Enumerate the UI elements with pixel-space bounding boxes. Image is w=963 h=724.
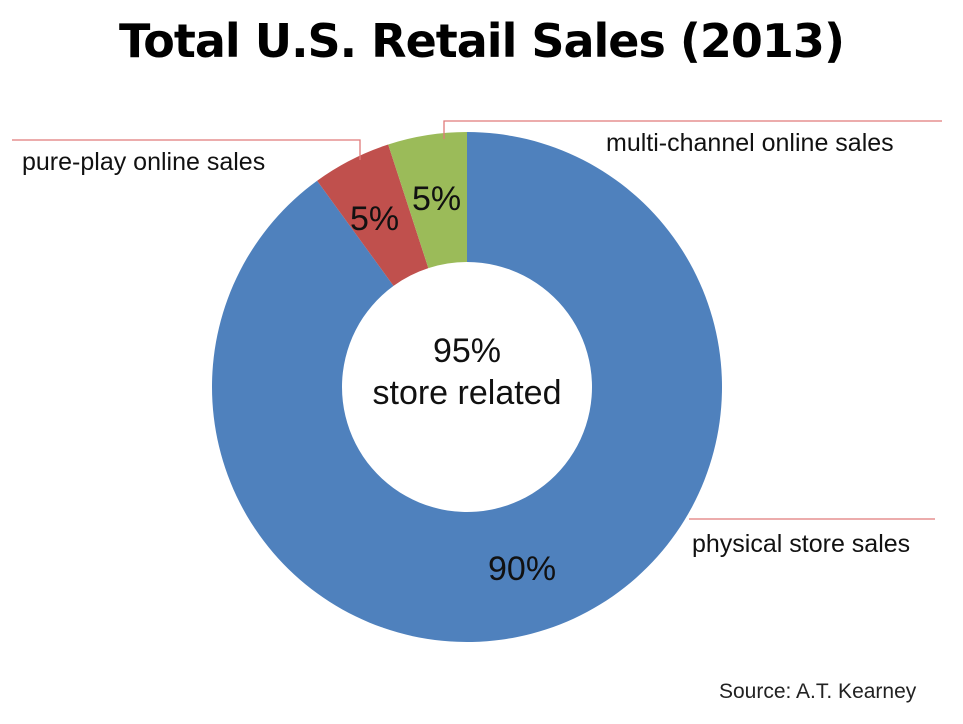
source-note: Source: A.T. Kearney bbox=[719, 680, 917, 703]
leader-line-multi-channel bbox=[443, 120, 942, 139]
chart-title: Total U.S. Retail Sales (2013) bbox=[119, 14, 845, 68]
slice-physical-store-sales bbox=[211, 132, 722, 642]
data-label-pure-play: 5% bbox=[350, 200, 400, 238]
slice-pure-play-online-sales bbox=[317, 144, 429, 286]
data-label-physical: 90% bbox=[488, 550, 557, 588]
label-pure-play-online-sales: pure-play online sales bbox=[22, 148, 266, 176]
label-multi-channel-online-sales: multi-channel online sales bbox=[606, 129, 894, 157]
center-annotation: 95% store related bbox=[342, 330, 592, 414]
center-value: 95% bbox=[432, 332, 502, 370]
data-label-multi-channel: 5% bbox=[412, 180, 462, 218]
leader-line-pure-play bbox=[12, 139, 361, 160]
slice-multi-channel-online-sales bbox=[388, 132, 467, 269]
label-physical-store-sales: physical store sales bbox=[692, 530, 911, 558]
center-text: store related bbox=[372, 374, 562, 412]
